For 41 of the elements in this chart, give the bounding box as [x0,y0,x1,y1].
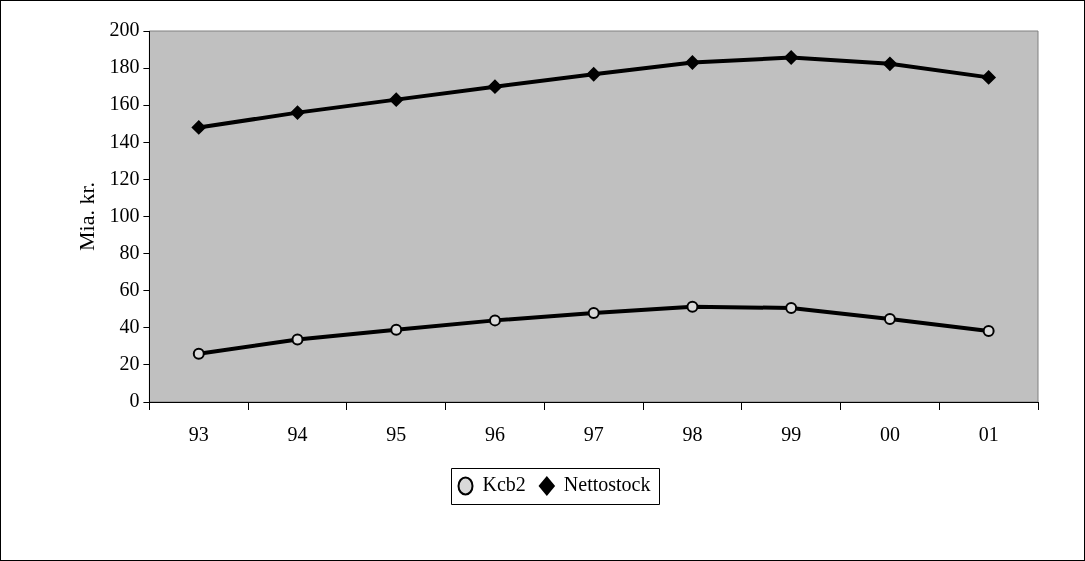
point [785,301,798,314]
y-tick-label: 180 [109,55,140,78]
x-tick-label: 94 [287,423,308,446]
y-tick-label: 20 [119,352,140,375]
point [981,70,996,85]
x-tick-label: 00 [879,423,900,446]
point [390,323,403,336]
x-tick-label: 99 [781,423,802,446]
y-tick-label: 200 [109,18,140,41]
point [686,300,699,313]
point [685,55,700,70]
y-tick-label: 100 [109,203,140,226]
point [192,347,205,360]
y-tick-label: 80 [119,240,140,263]
point [784,50,799,65]
y-tick-label: 40 [119,315,140,338]
y-tick-label: 140 [109,129,140,152]
x-tick-label: 96 [484,423,505,446]
point [883,313,896,326]
y-tick-label: 0 [129,389,140,412]
x-tick-label: 93 [188,423,209,446]
point [389,92,404,107]
point [487,79,502,94]
legend-label: Kcb2 [482,473,526,496]
x-tick-label: 97 [583,423,604,446]
point [587,306,600,319]
y-tick-label: 60 [119,277,140,300]
point [291,333,304,346]
x-tick-label: 01 [978,423,999,446]
x-tick-label: 95 [386,423,407,446]
point [882,56,897,71]
point [982,324,995,337]
y-tick-label: 160 [109,92,140,115]
point [488,314,501,327]
point [191,120,206,135]
x-tick-label: 98 [682,423,703,446]
legend-label: Nettostock [563,473,651,496]
point [290,105,305,120]
y-axis-title: Mia. kr. [73,181,99,252]
point [586,67,601,82]
y-tick-label: 120 [109,166,140,189]
